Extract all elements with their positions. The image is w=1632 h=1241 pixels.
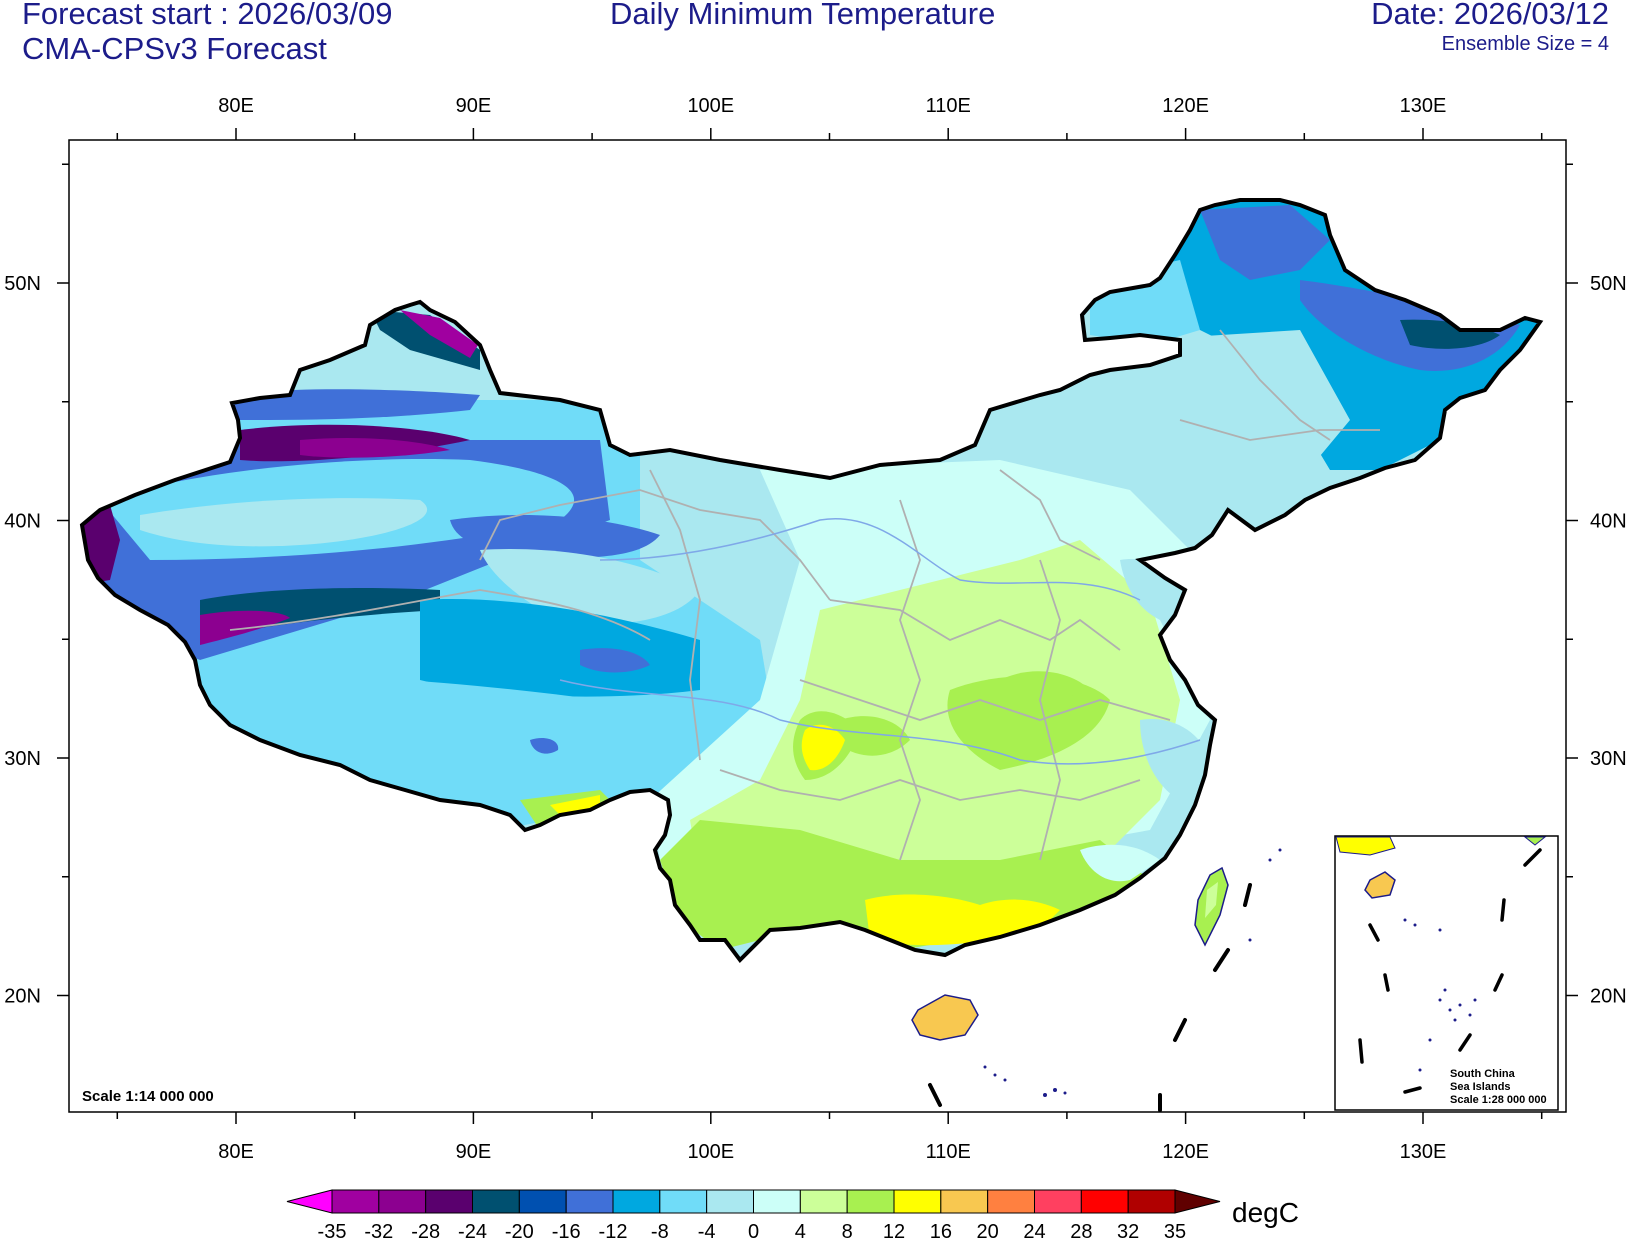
lon-label: 130E — [1400, 1141, 1447, 1163]
colorbar-tick-label: -20 — [505, 1221, 534, 1241]
colorbar-segment — [378, 1189, 427, 1214]
lat-label: 50N — [4, 273, 41, 295]
forecast-date-label: Date: 2026/03/12 — [1371, 0, 1609, 31]
lat-label: 40N — [4, 511, 41, 533]
colorbar-tick-label: 32 — [1117, 1221, 1139, 1241]
colorbar-tick-label: 8 — [842, 1221, 853, 1241]
lon-label: 100E — [687, 1141, 734, 1163]
colorbar-segment — [1080, 1189, 1129, 1214]
lon-label: 120E — [1162, 1141, 1209, 1163]
colorbar-tick-label: 16 — [930, 1221, 952, 1241]
colorbar-tick-label: 4 — [795, 1221, 806, 1241]
lon-label: 130E — [1400, 95, 1447, 117]
colorbar-tick-label: -35 — [318, 1221, 347, 1241]
colorbar-segment — [425, 1189, 473, 1214]
colorbar-tick-label: -4 — [698, 1221, 716, 1241]
colorbar-tick-label: 20 — [977, 1221, 999, 1241]
axis-ticks — [57, 128, 1578, 1124]
lat-label: 30N — [1590, 748, 1627, 770]
colorbar-tick-label: -12 — [599, 1221, 628, 1241]
colorbar-segment — [987, 1189, 1036, 1214]
dashed-maritime-boundary — [928, 883, 1252, 1112]
hainan-island — [911, 994, 979, 1041]
colorbar-segment — [565, 1189, 614, 1214]
colorbar-segment — [753, 1189, 801, 1214]
lat-label: 20N — [1590, 986, 1627, 1008]
rivers — [559, 517, 1201, 765]
colorbar-segment — [706, 1189, 755, 1214]
colorbar-segment — [893, 1189, 942, 1214]
small-islands — [983, 848, 1282, 1097]
colorbar-segment — [518, 1189, 567, 1214]
lon-label: 80E — [218, 1141, 254, 1163]
inset-scale: Scale 1:28 000 000 — [1450, 1094, 1547, 1106]
lat-label: 20N — [4, 986, 41, 1008]
lon-label: 110E — [926, 1141, 971, 1163]
colorbar-segment — [940, 1189, 989, 1214]
colorbar-segment — [472, 1189, 520, 1214]
colorbar-segment — [659, 1189, 708, 1214]
inset-title-line1: South China — [1450, 1068, 1516, 1080]
colorbar-tick-label: 0 — [748, 1221, 759, 1241]
map-title: Daily Minimum Temperature — [610, 0, 996, 31]
ensemble-size-label: Ensemble Size = 4 — [1441, 33, 1609, 55]
colorbar-tick-label: 28 — [1070, 1221, 1092, 1241]
colorbar-tick-label: -24 — [458, 1221, 487, 1241]
colorbar-segment — [1034, 1189, 1082, 1214]
south-china-sea-inset: South China Sea Islands Scale 1:28 000 0… — [1334, 835, 1559, 1111]
inset-title-line2: Sea Islands — [1450, 1081, 1511, 1093]
colorbar-tick-label: -28 — [411, 1221, 440, 1241]
lat-label: 40N — [1590, 511, 1627, 533]
colorbar-segment — [612, 1189, 661, 1214]
colorbar-segment — [1127, 1189, 1176, 1214]
map-scale-label: Scale 1:14 000 000 — [82, 1088, 214, 1105]
lon-label: 110E — [926, 95, 971, 117]
lon-label: 90E — [456, 95, 492, 117]
lon-label: 100E — [687, 95, 734, 117]
lon-label: 80E — [218, 95, 254, 117]
colorbar-tick-label: 24 — [1023, 1221, 1045, 1241]
lon-label: 120E — [1162, 95, 1209, 117]
axis-labels: 80E 80E 90E 90E 100E 100E 110E 110E 120E 120E 130E… — [4, 95, 1626, 1163]
colorbar-high-arrow — [1174, 1189, 1221, 1214]
colorbar-tick-label: -16 — [552, 1221, 581, 1241]
forecast-start-label: Forecast start : 2026/03/09 — [22, 0, 393, 31]
colorbar: -35 -32 -28 -24 -20 -16 -12 -8 -4 0 4 8 12 16 20 24 28 32… — [286, 1189, 1299, 1241]
colorbar-tick-label: 35 — [1164, 1221, 1186, 1241]
lat-label: 50N — [1590, 273, 1627, 295]
model-label: CMA-CPSv3 Forecast — [22, 31, 327, 66]
colorbar-segment — [799, 1189, 848, 1214]
colorbar-segment — [331, 1189, 380, 1214]
colorbar-tick-label: -32 — [364, 1221, 393, 1241]
lon-label: 90E — [456, 1141, 492, 1163]
province-boundaries — [229, 329, 1380, 861]
colorbar-unit-label: degC — [1232, 1197, 1299, 1228]
colorbar-low-arrow — [286, 1189, 333, 1214]
lat-label: 30N — [4, 748, 41, 770]
colorbar-tick-label: -8 — [651, 1221, 669, 1241]
colorbar-segment — [846, 1189, 895, 1214]
colorbar-tick-label: 12 — [883, 1221, 905, 1241]
